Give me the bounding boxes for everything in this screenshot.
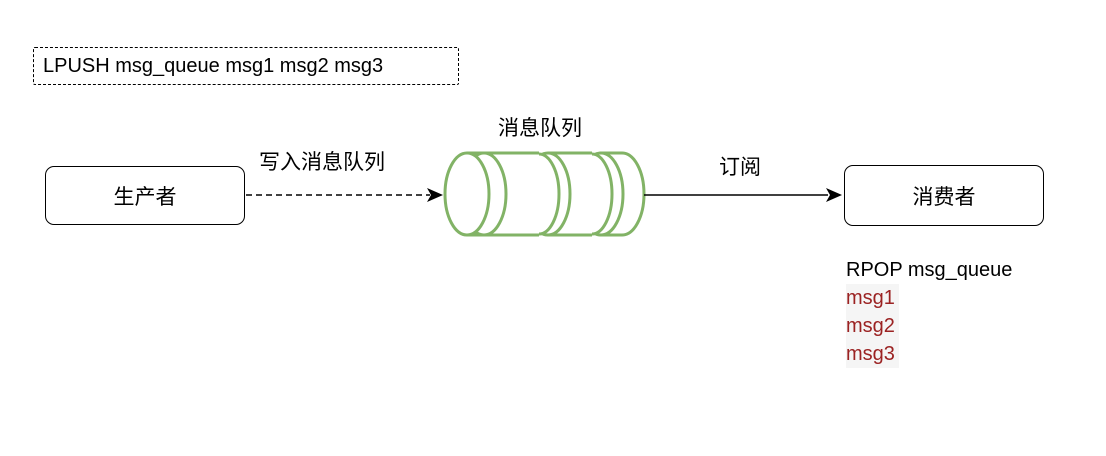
consumer-node: 消费者 (844, 165, 1044, 226)
producer-node: 生产者 (45, 166, 245, 225)
subscribe-edge-label: 订阅 (719, 155, 761, 179)
subscribe-arrow-head (826, 188, 842, 202)
write-arrow-head (427, 188, 443, 202)
write-edge-label: 写入消息队列 (259, 150, 385, 174)
producer-label: 生产者 (113, 184, 177, 209)
rpop-command-text: RPOP msg_queue (846, 259, 1013, 281)
message-queue-icon (443, 151, 646, 237)
rpop-result-block: RPOP msg_queue msg1 msg2 msg3 (846, 256, 1012, 368)
queue-title: 消息队列 (498, 116, 582, 140)
message-item: msg2 (846, 312, 899, 340)
lpush-command-box: LPUSH msg_queue msg1 msg2 msg3 (33, 47, 459, 85)
lpush-command-text: LPUSH msg_queue msg1 msg2 msg3 (43, 54, 384, 77)
consumer-label: 消费者 (912, 184, 976, 209)
message-item: msg1 (846, 284, 899, 312)
message-item: msg3 (846, 340, 899, 368)
